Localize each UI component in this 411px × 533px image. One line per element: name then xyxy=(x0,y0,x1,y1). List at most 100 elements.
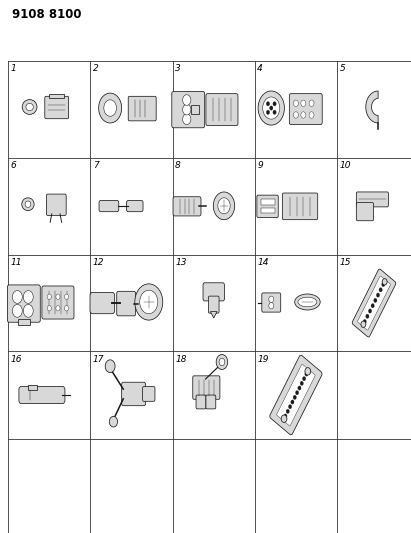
Text: 16: 16 xyxy=(11,354,22,364)
Bar xyxy=(49,94,64,98)
FancyBboxPatch shape xyxy=(172,92,205,128)
Circle shape xyxy=(296,391,299,395)
Circle shape xyxy=(12,304,22,317)
Text: 15: 15 xyxy=(339,258,351,267)
Circle shape xyxy=(301,100,306,107)
Circle shape xyxy=(104,100,116,116)
FancyBboxPatch shape xyxy=(122,382,145,406)
Circle shape xyxy=(293,112,298,118)
Text: 9108 8100: 9108 8100 xyxy=(12,8,82,21)
Circle shape xyxy=(309,112,314,118)
Circle shape xyxy=(47,305,51,311)
Circle shape xyxy=(363,319,366,324)
FancyBboxPatch shape xyxy=(358,276,390,330)
Text: 18: 18 xyxy=(175,354,187,364)
Circle shape xyxy=(105,360,115,373)
Circle shape xyxy=(366,314,369,318)
FancyBboxPatch shape xyxy=(173,197,201,216)
Text: 7: 7 xyxy=(93,161,99,170)
Circle shape xyxy=(213,192,235,220)
Text: 12: 12 xyxy=(93,258,104,267)
FancyBboxPatch shape xyxy=(208,296,219,313)
Ellipse shape xyxy=(25,201,31,207)
Circle shape xyxy=(218,198,230,214)
Circle shape xyxy=(273,102,276,106)
FancyBboxPatch shape xyxy=(42,286,74,319)
Circle shape xyxy=(289,405,292,409)
Bar xyxy=(261,199,275,205)
FancyBboxPatch shape xyxy=(196,395,206,409)
Text: 19: 19 xyxy=(257,354,269,364)
Circle shape xyxy=(266,102,270,106)
Text: 11: 11 xyxy=(11,258,22,267)
FancyBboxPatch shape xyxy=(45,96,69,119)
Circle shape xyxy=(286,409,289,414)
FancyBboxPatch shape xyxy=(143,386,155,401)
Ellipse shape xyxy=(298,297,317,307)
Circle shape xyxy=(376,293,380,297)
Circle shape xyxy=(182,114,191,125)
Circle shape xyxy=(382,282,385,287)
Circle shape xyxy=(216,354,228,369)
FancyBboxPatch shape xyxy=(277,364,315,426)
Text: 8: 8 xyxy=(175,161,181,170)
Circle shape xyxy=(298,386,301,390)
Text: 3: 3 xyxy=(175,64,181,74)
Circle shape xyxy=(12,290,22,303)
Circle shape xyxy=(305,372,308,376)
FancyBboxPatch shape xyxy=(257,195,278,217)
Ellipse shape xyxy=(22,198,34,211)
Ellipse shape xyxy=(22,100,37,115)
Circle shape xyxy=(269,303,274,309)
FancyBboxPatch shape xyxy=(128,96,156,121)
Text: 4: 4 xyxy=(257,64,263,74)
FancyBboxPatch shape xyxy=(289,94,322,125)
Text: 5: 5 xyxy=(339,64,345,74)
Circle shape xyxy=(263,97,280,119)
Ellipse shape xyxy=(295,294,320,310)
Circle shape xyxy=(281,415,287,423)
Circle shape xyxy=(182,95,191,106)
Circle shape xyxy=(258,91,284,125)
Circle shape xyxy=(361,321,366,327)
Bar xyxy=(261,208,275,213)
FancyBboxPatch shape xyxy=(99,200,119,212)
Circle shape xyxy=(47,294,51,300)
Circle shape xyxy=(182,104,191,115)
Circle shape xyxy=(379,288,382,292)
FancyBboxPatch shape xyxy=(206,395,216,409)
Circle shape xyxy=(269,296,274,303)
Circle shape xyxy=(56,294,60,300)
Text: 2: 2 xyxy=(93,64,99,74)
FancyBboxPatch shape xyxy=(203,283,224,301)
Bar xyxy=(191,105,199,115)
Circle shape xyxy=(56,305,60,311)
FancyBboxPatch shape xyxy=(270,355,322,435)
FancyBboxPatch shape xyxy=(352,269,396,337)
Bar xyxy=(28,385,37,390)
FancyBboxPatch shape xyxy=(46,194,66,215)
Circle shape xyxy=(23,304,33,317)
Text: 14: 14 xyxy=(257,258,269,267)
FancyBboxPatch shape xyxy=(206,94,238,126)
Circle shape xyxy=(291,400,294,404)
Ellipse shape xyxy=(26,103,33,111)
Circle shape xyxy=(368,309,372,313)
FancyBboxPatch shape xyxy=(356,203,374,221)
Circle shape xyxy=(374,298,377,303)
Bar xyxy=(18,319,30,326)
Text: 10: 10 xyxy=(339,161,351,170)
FancyBboxPatch shape xyxy=(7,285,40,322)
Polygon shape xyxy=(210,312,217,318)
Circle shape xyxy=(65,305,69,311)
Circle shape xyxy=(371,304,374,308)
Circle shape xyxy=(270,106,273,110)
Circle shape xyxy=(273,110,276,115)
Circle shape xyxy=(109,416,118,427)
Circle shape xyxy=(300,381,303,385)
Circle shape xyxy=(293,100,298,107)
Circle shape xyxy=(135,284,163,320)
FancyBboxPatch shape xyxy=(262,293,281,312)
FancyBboxPatch shape xyxy=(19,386,65,403)
Circle shape xyxy=(140,290,158,314)
